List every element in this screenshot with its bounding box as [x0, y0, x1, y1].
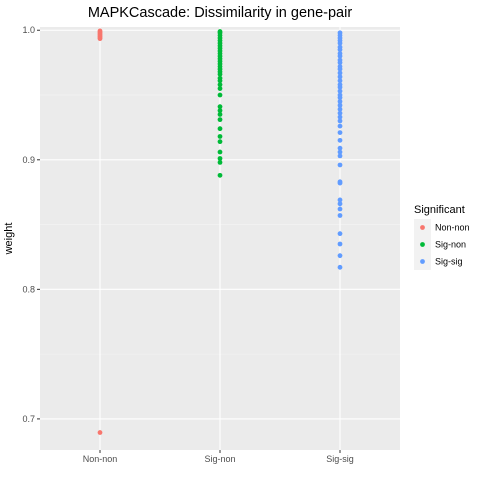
point-sig-sig: [337, 88, 343, 94]
point-sig-sig: [337, 70, 343, 76]
point-sig-non: [217, 172, 223, 178]
point-sig-non: [217, 82, 223, 88]
point-sig-non: [217, 92, 223, 98]
point-sig-sig: [337, 241, 343, 247]
point-sig-sig: [337, 110, 343, 116]
point-non-non: [97, 430, 103, 435]
point-sig-non: [217, 29, 223, 34]
point-sig-sig: [337, 92, 343, 98]
point-sig-sig: [337, 51, 343, 56]
point-sig-non: [217, 134, 223, 139]
point-sig-sig: [337, 162, 343, 168]
point-sig-non: [217, 139, 223, 145]
point-sig-sig: [337, 99, 343, 104]
point-non-non: [97, 28, 103, 34]
point-sig-sig: [337, 231, 343, 237]
point-sig-sig: [337, 149, 343, 155]
y-tick-label: 0.9: [22, 155, 35, 165]
point-sig-non: [217, 104, 223, 110]
x-tick-label: Non-non: [83, 454, 118, 464]
point-sig-non: [217, 112, 223, 117]
legend-keys: Non-non Sig-non Sig-sig: [414, 219, 470, 270]
point-sig-sig: [337, 118, 343, 124]
point-sig-sig: [337, 106, 343, 112]
point-sig-sig: [337, 123, 343, 129]
point-sig-non: [217, 159, 223, 165]
point-sig-sig: [337, 137, 343, 143]
point-sig-non: [217, 117, 223, 123]
y-tick-label: 1.0: [22, 25, 35, 35]
point-sig-sig: [337, 130, 343, 135]
point-sig-sig: [337, 201, 343, 207]
legend-title: Significant: [414, 204, 465, 216]
chart-title: MAPKCascade: Dissimilarity in gene-pair: [88, 5, 352, 21]
legend-key-sig-non: [420, 242, 425, 247]
point-sig-sig: [337, 206, 343, 212]
point-sig-sig: [337, 57, 343, 63]
point-sig-non: [217, 156, 223, 161]
y-tick-label: 0.7: [22, 414, 35, 424]
point-sig-sig: [337, 44, 343, 50]
y-tick-label: 0.8: [22, 284, 35, 294]
legend-label: Sig-non: [435, 240, 466, 250]
point-sig-non: [217, 75, 223, 81]
point-sig-sig: [337, 145, 343, 151]
point-sig-sig: [337, 74, 343, 80]
point-sig-non: [217, 86, 223, 91]
x-axis: Non-non Sig-non Sig-sig: [83, 450, 354, 464]
point-sig-sig: [337, 30, 343, 36]
point-sig-sig: [337, 114, 343, 120]
point-sig-sig: [337, 82, 343, 88]
point-sig-sig: [337, 64, 343, 69]
legend-key-sig-sig: [420, 259, 425, 264]
point-sig-sig: [337, 197, 343, 203]
y-axis-title: weight: [3, 223, 15, 256]
point-sig-sig: [337, 264, 343, 270]
x-tick-label: Sig-non: [204, 454, 235, 464]
point-sig-sig: [337, 213, 343, 218]
point-sig-sig: [337, 179, 343, 185]
legend: Significant Non-non Sig-non Sig-sig: [414, 204, 470, 270]
data-points: [97, 28, 343, 435]
point-sig-sig: [337, 253, 343, 259]
point-sig-non: [217, 149, 223, 155]
legend-key-non-non: [420, 225, 425, 230]
legend-label: Non-non: [435, 223, 470, 233]
point-sig-sig: [337, 102, 343, 108]
point-sig-non: [217, 126, 223, 132]
y-axis: 0.7 0.8 0.9 1.0: [22, 25, 40, 424]
point-sig-sig: [337, 153, 343, 159]
legend-label: Sig-sig: [435, 257, 463, 267]
x-tick-label: Sig-sig: [326, 454, 354, 464]
point-sig-non: [217, 108, 223, 113]
point-sig-sig: [337, 78, 343, 84]
